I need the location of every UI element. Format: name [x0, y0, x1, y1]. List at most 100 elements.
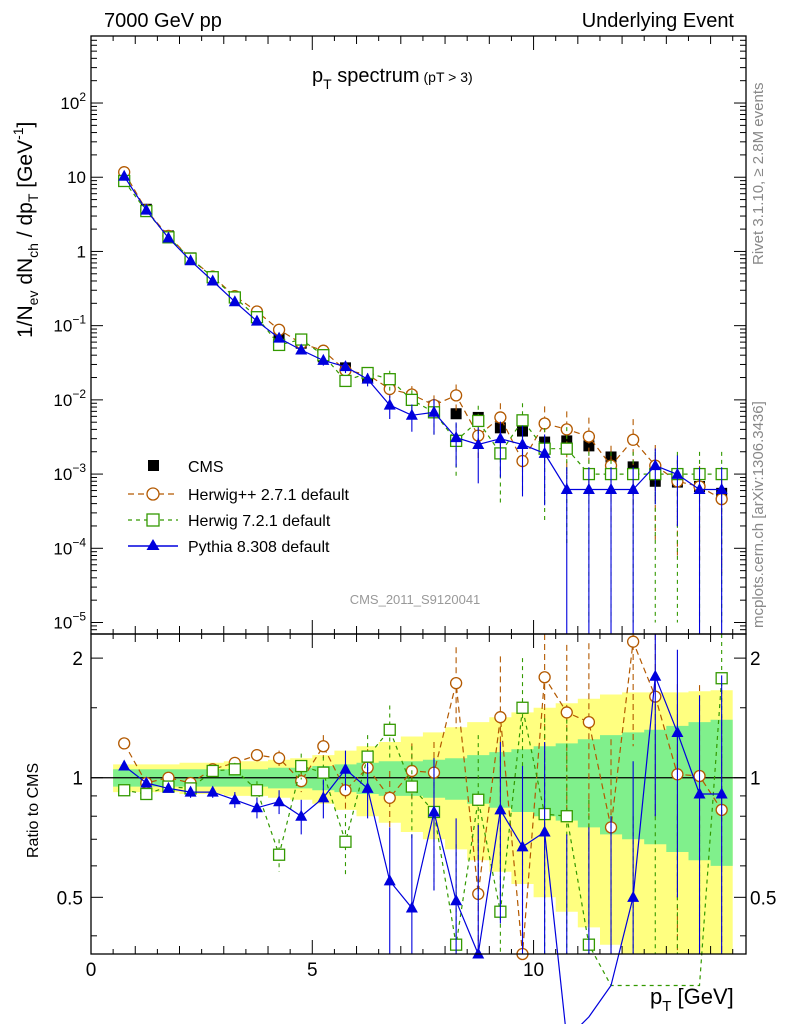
herwigpp-ratio-point — [295, 775, 308, 788]
herwig7-ratio-point — [516, 701, 529, 714]
pythia-data-point — [649, 459, 662, 471]
upper-y-tick-label: 1 — [77, 242, 86, 261]
herwigpp-ratio-point — [449, 676, 463, 690]
pythia-ratio-line — [123, 676, 722, 1029]
herwigpp-data-point — [626, 433, 640, 446]
herwigpp-ratio-point — [317, 740, 330, 753]
tick-exponent: −2 — [72, 387, 86, 401]
pythia-ratio-point — [184, 785, 197, 797]
herwig7-ratio-point — [206, 764, 219, 778]
tick-mantissa: 10 — [53, 539, 72, 558]
x-tick-label: 5 — [307, 960, 318, 981]
pythia-ratio-point — [339, 762, 352, 774]
herwig7-ratio-point — [118, 784, 131, 797]
pythia-ratio-point — [671, 725, 684, 737]
herwigpp-ratio-point — [383, 791, 396, 804]
tick-mantissa: 10 — [53, 465, 72, 484]
x-tick-label: 0 — [86, 960, 97, 981]
herwig7-data-point — [405, 393, 419, 407]
pythia-ratio-point — [649, 669, 662, 681]
legend-label-pythia: Pythia 8.308 default — [188, 539, 330, 556]
pythia-data-point — [206, 274, 219, 286]
pythia-ratio-point — [715, 787, 728, 799]
tick-mantissa: 10 — [53, 614, 72, 633]
herwig7-data-point — [516, 414, 529, 427]
plot-title: pT spectrum (pT > 3) — [312, 65, 473, 92]
pythia-data-point — [250, 314, 263, 326]
upper-y-tick-label: 10−2 — [53, 387, 86, 410]
cms-data-point — [561, 435, 573, 447]
pythia-data-point — [339, 360, 352, 372]
tick-exponent: 2 — [79, 90, 86, 104]
herwigpp-ratio-point — [626, 635, 640, 648]
herwigpp-line — [123, 171, 722, 500]
pythia-ratio-point — [494, 803, 507, 815]
herwig7-ratio-point — [140, 787, 153, 801]
herwig7-data-point — [339, 374, 352, 388]
pythia-line — [123, 175, 722, 491]
pythia-ratio-point — [228, 793, 241, 805]
herwig7-ratio-line — [124, 678, 723, 987]
herwig7-ratio-point — [383, 723, 396, 736]
herwig7-data-point — [560, 442, 573, 455]
upper-y-axis-label: 1/Nev dNch / dpT [GeV-1] — [10, 122, 41, 338]
herwigpp-ratio-line — [123, 641, 723, 955]
pythia-data-point — [560, 482, 573, 494]
herwig7-ratio-point — [472, 793, 485, 806]
pythia-ratio-point — [538, 825, 551, 837]
ratio-y-axis-label: Ratio to CMS — [25, 763, 42, 858]
herwigpp-data-point — [538, 417, 551, 430]
ratio-y-tick-label-right: 0.5 — [750, 888, 776, 909]
upper-y-tick-label: 10 — [67, 168, 86, 187]
cms-data-point — [583, 440, 595, 452]
tick-exponent: −4 — [72, 535, 86, 549]
mcplots-source-label: mcplots.cern.ch [arXiv:1306.3436] — [750, 401, 767, 628]
x-tick-label: 10 — [523, 960, 544, 981]
pythia-data-point — [671, 467, 684, 479]
herwigpp-ratio-point — [538, 671, 551, 684]
herwig7-ratio-point — [317, 766, 330, 779]
pythia-data-point — [472, 438, 485, 450]
pythia-ratio-point — [140, 776, 153, 788]
legend-label-herwigpp: Herwig++ 2.7.1 default — [188, 487, 350, 504]
pythia-data-point — [693, 482, 706, 494]
pythia-data-point — [273, 331, 286, 343]
ratio-frame — [90, 633, 747, 955]
herwigpp-ratio-point — [494, 711, 507, 724]
tick-mantissa: 1 — [77, 242, 86, 261]
upper-y-tick-label: 102 — [60, 90, 86, 113]
tick-exponent: −1 — [72, 313, 86, 327]
pythia-data-point — [118, 169, 131, 181]
pythia-ratio-point — [516, 840, 529, 852]
pythia-ratio-point — [427, 805, 440, 817]
header-process-label: Underlying Event — [582, 10, 735, 32]
pythia-ratio-point — [317, 791, 330, 803]
pythia-data-point — [582, 482, 595, 494]
herwig7-ratio-point — [228, 763, 241, 776]
tick-exponent: −3 — [72, 461, 86, 475]
herwig7-ratio-point — [560, 810, 573, 823]
pythia-ratio-point — [405, 901, 418, 913]
pythia-data-point — [605, 482, 618, 494]
pythia-ratio-point — [361, 781, 374, 793]
herwig7-line — [123, 180, 722, 475]
tick-mantissa: 10 — [53, 317, 72, 336]
legend-marker-cms — [148, 460, 159, 471]
pythia-ratio-point — [383, 874, 396, 886]
pythia-data-point — [627, 482, 640, 494]
pythia-ratio-point — [627, 890, 640, 902]
legend-marker-herwig7 — [146, 513, 160, 527]
legend-label-cms: CMS — [188, 459, 224, 476]
pythia-ratio-point — [693, 787, 706, 799]
x-axis-label: pT [GeV] — [650, 984, 734, 1015]
ratio-series-layer — [118, 634, 728, 1029]
herwigpp-ratio-point — [250, 748, 264, 762]
herwig7-ratio-point — [361, 750, 374, 763]
pythia-data-point — [405, 408, 418, 420]
pythia-data-point — [516, 438, 529, 450]
pythia-data-point — [295, 343, 308, 355]
upper-series-layer — [118, 166, 728, 634]
ratio-y-tick-label: 2 — [72, 649, 83, 670]
